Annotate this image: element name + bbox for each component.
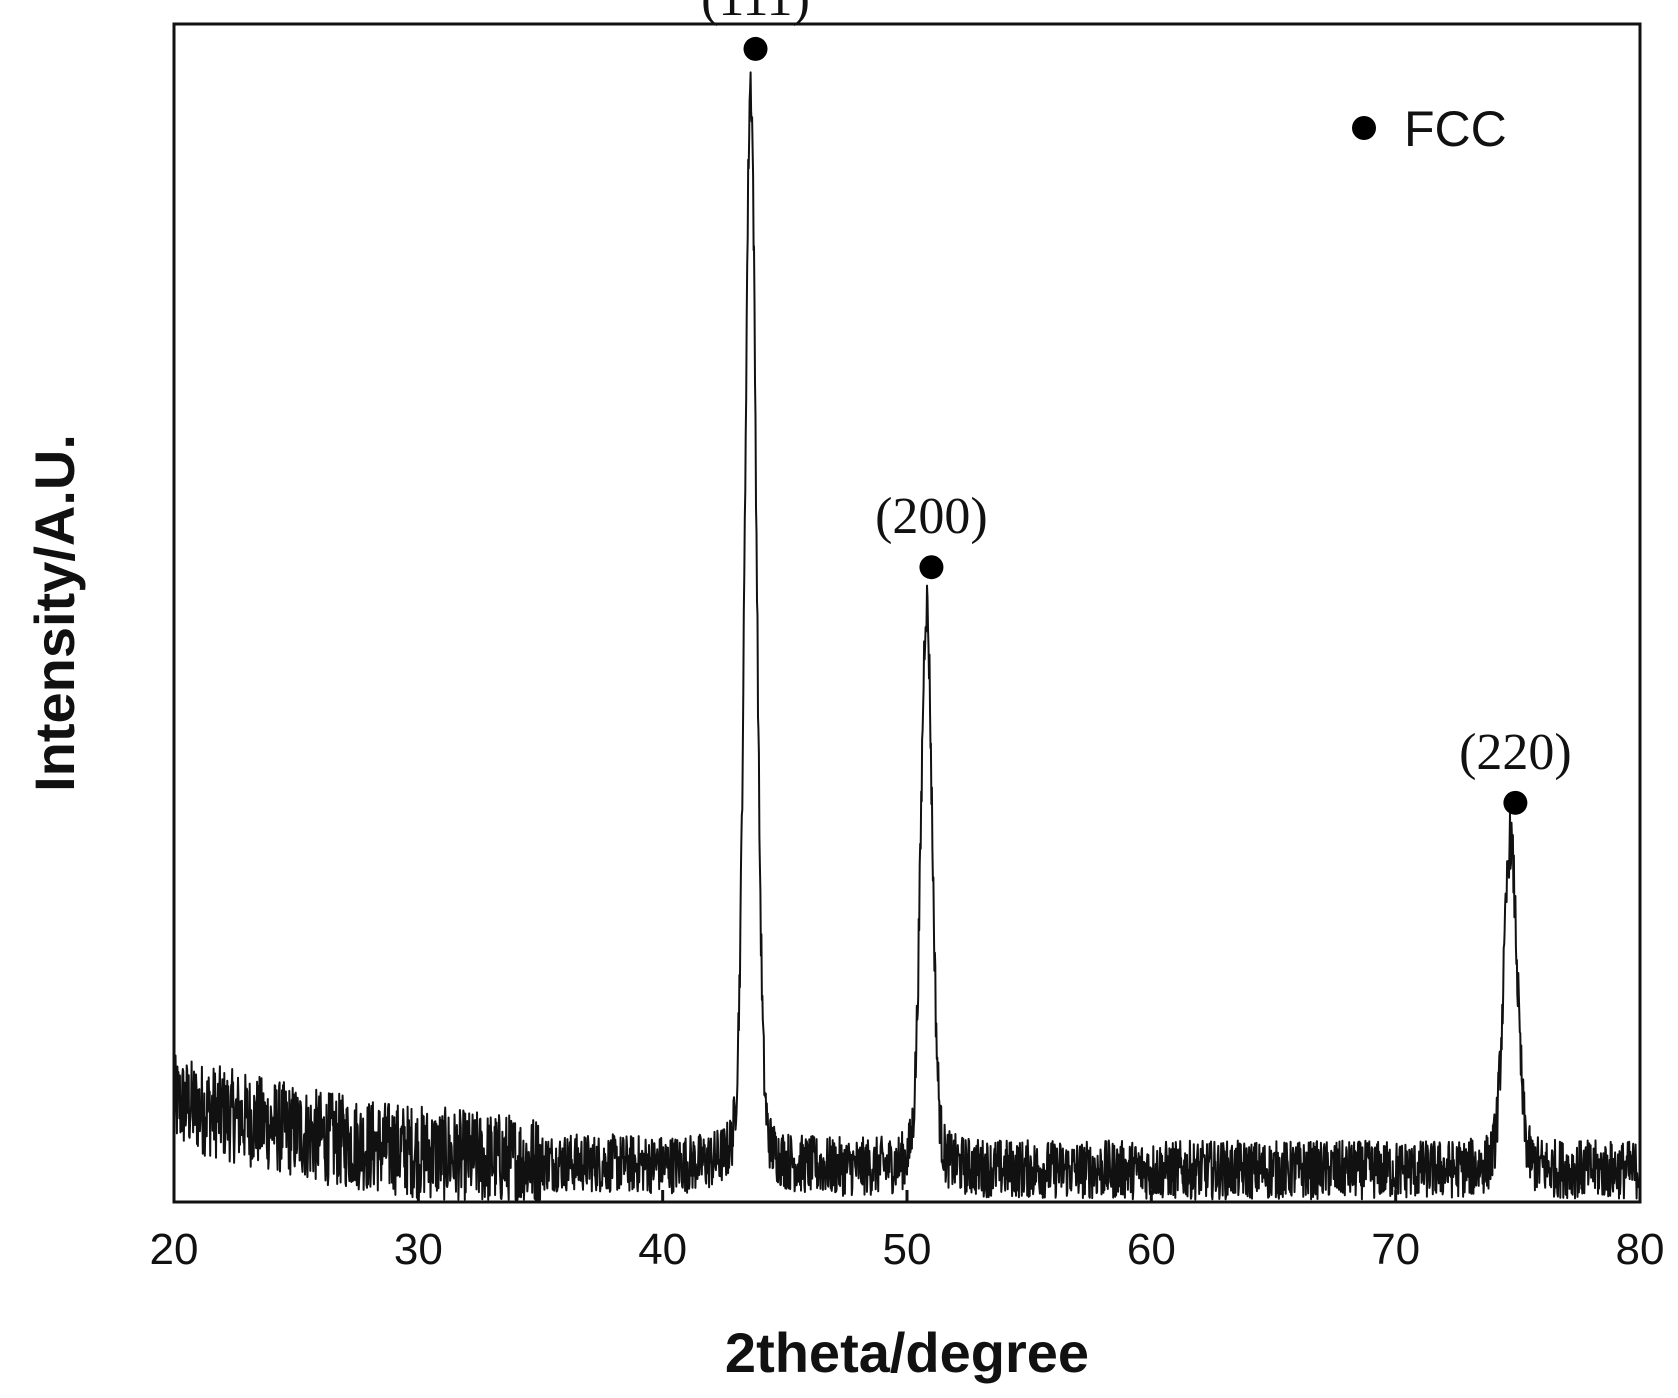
peak-markers [743, 36, 1528, 815]
peak-marker-1 [919, 555, 944, 580]
x-axis-title: 2theta/degree [725, 1321, 1089, 1384]
x-tick-label-20: 20 [150, 1225, 199, 1274]
x-tick-label-50: 50 [883, 1225, 932, 1274]
y-axis-title: Intensity/A.U. [23, 434, 86, 792]
x-tick-label-70: 70 [1371, 1225, 1420, 1274]
peak-label-2: (220) [1459, 724, 1572, 781]
x-tick-label-30: 30 [394, 1225, 443, 1274]
legend-marker-fcc [1352, 116, 1376, 140]
x-axis-tick-labels: 20 30 40 50 60 70 80 [150, 1225, 1665, 1274]
x-tick-label-60: 60 [1127, 1225, 1176, 1274]
peak-label-0: (111) [701, 0, 810, 27]
x-tick-label-40: 40 [638, 1225, 687, 1274]
xrd-pattern-line [173, 71, 1641, 1201]
legend: FCC [1352, 101, 1507, 157]
peak-marker-2 [1503, 790, 1528, 815]
peak-marker-0 [743, 36, 768, 61]
peak-label-1: (200) [875, 488, 988, 545]
x-tick-label-80: 80 [1616, 1225, 1665, 1274]
peak-labels: (111) (200) (220) [701, 0, 1572, 781]
legend-label-fcc: FCC [1404, 101, 1507, 157]
